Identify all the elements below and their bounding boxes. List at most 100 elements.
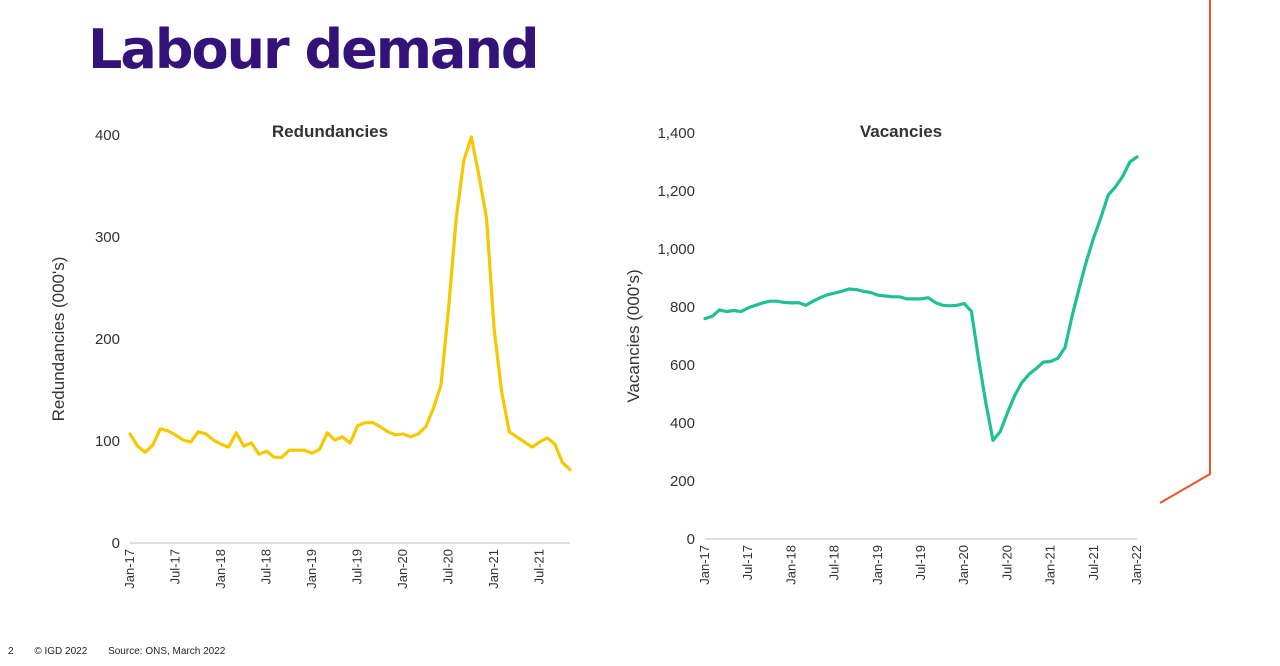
data-point — [761, 301, 764, 305]
data-point — [477, 174, 481, 177]
x-tick-label: Jan-21 — [1043, 545, 1058, 585]
data-point — [295, 449, 299, 452]
x-tick-label: Jan-17 — [122, 549, 137, 589]
vacancies-chart-svg: Vacancies Vacancies (000's) 0 200 400 600 800 1… — [624, 122, 1144, 585]
data-point — [485, 217, 488, 220]
data-point — [257, 453, 261, 456]
data-point — [523, 440, 526, 444]
x-tick-label: Jan-18 — [213, 549, 228, 589]
data-point — [492, 327, 496, 330]
data-point — [754, 304, 757, 307]
x-tick-label: Jan-22 — [1129, 545, 1144, 585]
data-point — [826, 293, 829, 296]
y-tick-label: 400 — [95, 127, 120, 144]
data-point — [181, 438, 185, 442]
x-tick-label: Jan-20 — [395, 549, 410, 589]
data-point — [136, 444, 139, 448]
data-point — [984, 401, 987, 404]
data-point — [927, 296, 930, 299]
data-point — [1092, 236, 1095, 239]
source-note: Source: ONS, March 2022 — [108, 646, 226, 657]
data-point — [941, 304, 944, 307]
data-point — [1020, 381, 1023, 384]
data-point — [364, 421, 367, 424]
x-tick-label: Jan-17 — [697, 545, 712, 585]
x-tick-label: Jul-17 — [740, 545, 755, 580]
x-tick-label: Jul-21 — [532, 549, 547, 584]
data-point — [470, 135, 473, 139]
chart-title: Redundancies — [272, 122, 388, 141]
data-point — [1071, 314, 1074, 317]
data-point — [455, 217, 458, 220]
data-point — [876, 293, 879, 297]
data-point — [1035, 367, 1038, 370]
data-point — [348, 441, 352, 445]
data-point — [561, 461, 564, 464]
data-point — [934, 301, 937, 304]
data-point — [318, 448, 321, 451]
data-point — [227, 445, 230, 449]
x-tick-label: Jul-18 — [259, 549, 274, 584]
copyright: © IGD 2022 — [34, 646, 88, 657]
data-point — [725, 310, 728, 313]
data-point — [272, 456, 276, 459]
data-point — [1085, 259, 1088, 262]
x-tick-label: Jul-20 — [999, 545, 1014, 580]
data-point — [500, 390, 503, 394]
decorative-accent-line — [1159, 0, 1211, 504]
data-point — [948, 304, 951, 307]
data-point — [371, 421, 374, 424]
data-point — [508, 430, 511, 433]
redundancies-chart: Redundancies Redundancies (000's) 0 100 200 3… — [40, 110, 600, 610]
data-point — [341, 435, 344, 439]
data-point — [189, 440, 192, 444]
data-point — [747, 306, 750, 310]
data-point — [310, 452, 314, 455]
data-point — [1078, 286, 1081, 289]
data-point — [432, 407, 435, 410]
series-line — [128, 135, 572, 472]
data-point — [1114, 185, 1117, 189]
data-point — [999, 430, 1002, 433]
data-point — [1049, 360, 1052, 363]
data-point — [417, 432, 420, 436]
data-point — [553, 442, 556, 446]
y-tick-label: 800 — [670, 299, 695, 316]
y-tick-label: 100 — [95, 433, 120, 450]
data-point — [898, 295, 901, 298]
data-point — [144, 451, 147, 454]
y-tick-label: 0 — [112, 535, 120, 552]
data-point — [166, 429, 170, 432]
data-point — [970, 310, 973, 313]
data-point — [811, 300, 815, 303]
data-point — [515, 435, 519, 439]
data-point — [174, 433, 177, 437]
data-point — [797, 301, 800, 304]
data-point — [1121, 175, 1124, 178]
page-title: Labour demand — [88, 18, 540, 81]
data-point — [242, 444, 245, 448]
data-point — [739, 310, 743, 313]
y-axis-label: Vacancies (000's) — [624, 269, 643, 402]
data-point — [303, 449, 306, 452]
data-point — [804, 304, 807, 307]
data-point — [568, 468, 572, 471]
data-point — [855, 288, 858, 291]
data-point — [1099, 215, 1103, 219]
data-point — [768, 300, 771, 303]
data-point — [159, 427, 162, 430]
data-point — [703, 317, 707, 320]
data-point — [386, 430, 390, 433]
y-tick-label: 600 — [670, 357, 695, 374]
x-tick-label: Jan-18 — [783, 545, 798, 585]
data-point — [288, 449, 291, 452]
data-point — [280, 456, 283, 459]
data-point — [847, 287, 851, 291]
data-point — [912, 297, 915, 301]
data-point — [401, 432, 405, 436]
data-point — [439, 383, 443, 387]
redundancies-chart-svg: Redundancies Redundancies (000's) 0 100 200 3… — [49, 122, 572, 589]
data-point — [1107, 193, 1110, 197]
data-point — [197, 430, 200, 433]
data-point — [963, 302, 966, 305]
